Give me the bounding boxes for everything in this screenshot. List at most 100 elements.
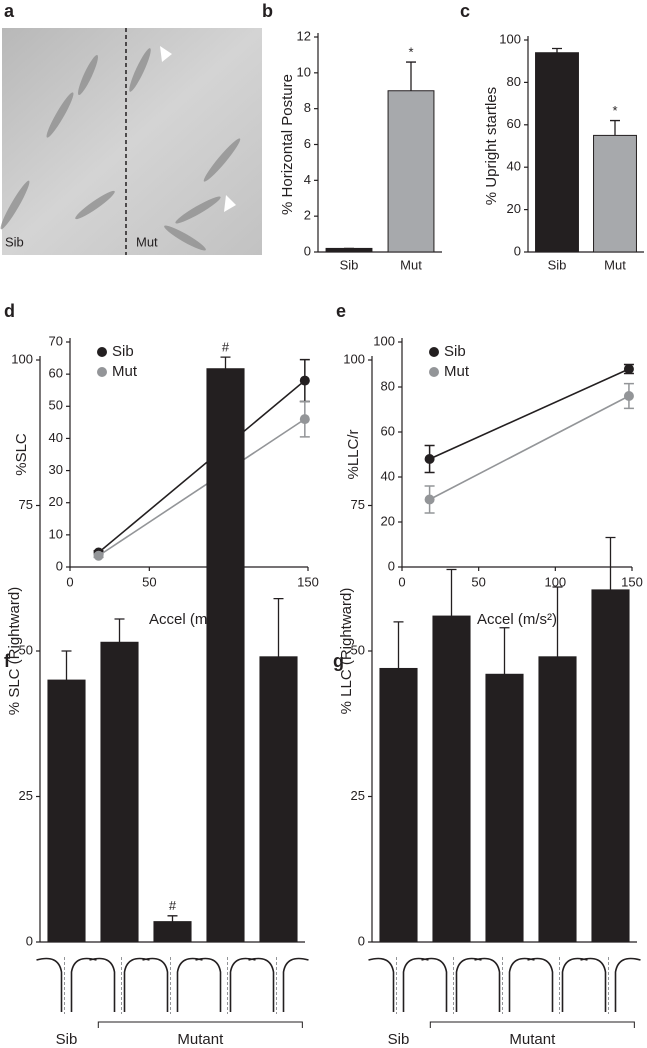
y-tick-label: 75 xyxy=(351,497,365,512)
y-axis-label: % LLC (Rightward) xyxy=(338,588,355,715)
legend-label: Mut xyxy=(112,363,138,380)
legend-label: Sib xyxy=(112,343,134,360)
y-tick-label: 0 xyxy=(514,243,521,258)
tail-icon xyxy=(421,957,482,1012)
error-bar xyxy=(406,61,416,91)
y-tick-label: 25 xyxy=(19,788,33,803)
x-tick-label: 100 xyxy=(544,574,566,589)
panel-e: e %LLC/r 0 20 40 60 80 100 0 50 100 150 Accel (m/s²)… xyxy=(336,301,643,628)
y-tick-label: 4 xyxy=(304,172,311,187)
legend-marker xyxy=(429,367,439,377)
panel-c: c % Upright startles 0 20 40 60 80 100 Sib Mut * xyxy=(460,1,644,272)
x-tick-label: 0 xyxy=(66,574,73,589)
error-bar xyxy=(220,356,231,369)
series-line xyxy=(429,368,630,460)
error-bar xyxy=(393,621,404,669)
y-tick-label: 20 xyxy=(507,201,521,216)
y-tick-label: 100 xyxy=(499,31,521,46)
point xyxy=(93,550,104,561)
y-tick-label: 8 xyxy=(304,100,311,115)
panel-letter: g xyxy=(333,651,344,671)
panel-letter: f xyxy=(4,651,11,671)
x-tick-label: Sib xyxy=(548,257,567,272)
panel-letter: a xyxy=(4,1,15,21)
annotation: * xyxy=(612,103,617,118)
bar xyxy=(206,368,245,943)
larvae xyxy=(0,48,241,251)
annotation: * xyxy=(408,45,413,60)
y-tick-label: 75 xyxy=(19,497,33,512)
y-tick-label: 6 xyxy=(304,136,311,151)
tail-icon xyxy=(527,957,588,1012)
error-bar xyxy=(552,47,562,53)
group-label: Mutant xyxy=(509,1031,556,1048)
y-tick-label: 100 xyxy=(343,351,365,366)
error-bar xyxy=(61,650,72,681)
micrograph xyxy=(2,28,262,255)
error-bar xyxy=(552,586,563,657)
panel-letter: e xyxy=(336,301,346,321)
y-tick-label: 0 xyxy=(304,243,311,258)
tail-icon xyxy=(474,957,535,1012)
panel-letter: b xyxy=(262,1,273,21)
y-tick-label: 0 xyxy=(388,558,395,573)
point xyxy=(424,454,435,464)
y-tick-label: 80 xyxy=(381,378,395,393)
y-axis-label: % SLC (Rightward) xyxy=(6,587,23,715)
bar xyxy=(591,589,630,943)
error-bar xyxy=(273,597,284,657)
x-tick-label: Mut xyxy=(400,257,422,272)
legend-label: Mut xyxy=(444,363,470,380)
bar xyxy=(593,134,637,253)
y-tick-label: 100 xyxy=(373,333,395,348)
y-axis-label: % Horizontal Posture xyxy=(279,74,296,215)
legend-marker xyxy=(97,367,107,377)
bar xyxy=(535,52,579,253)
y-tick-label: 20 xyxy=(49,494,63,509)
y-axis-label: % Upright startles xyxy=(483,87,500,205)
error-bar xyxy=(446,568,457,617)
panel-letter: c xyxy=(460,1,470,21)
y-tick-label: 50 xyxy=(19,642,33,657)
panel-letter: d xyxy=(4,301,15,321)
group-label: Sib xyxy=(56,1031,78,1048)
tail-icon xyxy=(195,957,256,1012)
annotation: # xyxy=(169,898,177,913)
y-tick-label: 80 xyxy=(507,74,521,89)
y-tick-label: 25 xyxy=(351,788,365,803)
y-tick-label: 10 xyxy=(297,64,311,79)
y-tick-label: 60 xyxy=(49,366,63,381)
y-tick-label: 40 xyxy=(381,468,395,483)
x-tick-label: 150 xyxy=(621,574,643,589)
x-tick-label: 0 xyxy=(398,574,405,589)
point xyxy=(299,375,310,386)
tail-icon xyxy=(36,957,97,1012)
y-tick-label: 2 xyxy=(304,208,311,223)
point xyxy=(299,414,310,425)
x-tick-label: 150 xyxy=(297,574,319,589)
y-tick-label: 0 xyxy=(26,933,33,948)
series-line xyxy=(98,379,306,554)
error-bar xyxy=(605,536,616,590)
image-label: Sib xyxy=(5,234,24,249)
x-tick-label: Sib xyxy=(340,257,359,272)
x-tick-label: Mut xyxy=(604,257,626,272)
y-tick-label: 0 xyxy=(358,933,365,948)
tail-icon xyxy=(89,957,150,1012)
x-tick-label: 50 xyxy=(142,574,156,589)
bar xyxy=(485,673,524,943)
x-tick-label: 50 xyxy=(471,574,485,589)
panel-b: b % Horizontal Posture 0 2 4 6 8 10 12 Sib Mut * xyxy=(262,1,442,272)
y-tick-label: 50 xyxy=(49,398,63,413)
error-bar xyxy=(499,627,510,675)
y-tick-label: 70 xyxy=(49,333,63,348)
tail-icon xyxy=(580,957,641,1012)
y-axis-label: %LLC/r xyxy=(345,429,362,479)
y-tick-label: 20 xyxy=(381,513,395,528)
bar xyxy=(387,90,435,253)
arrowheads xyxy=(160,46,236,212)
y-tick-label: 40 xyxy=(507,159,521,174)
bar xyxy=(153,921,192,943)
panel-d: d%SLC010203040506070050100150Accel (m/s²… xyxy=(4,301,319,628)
